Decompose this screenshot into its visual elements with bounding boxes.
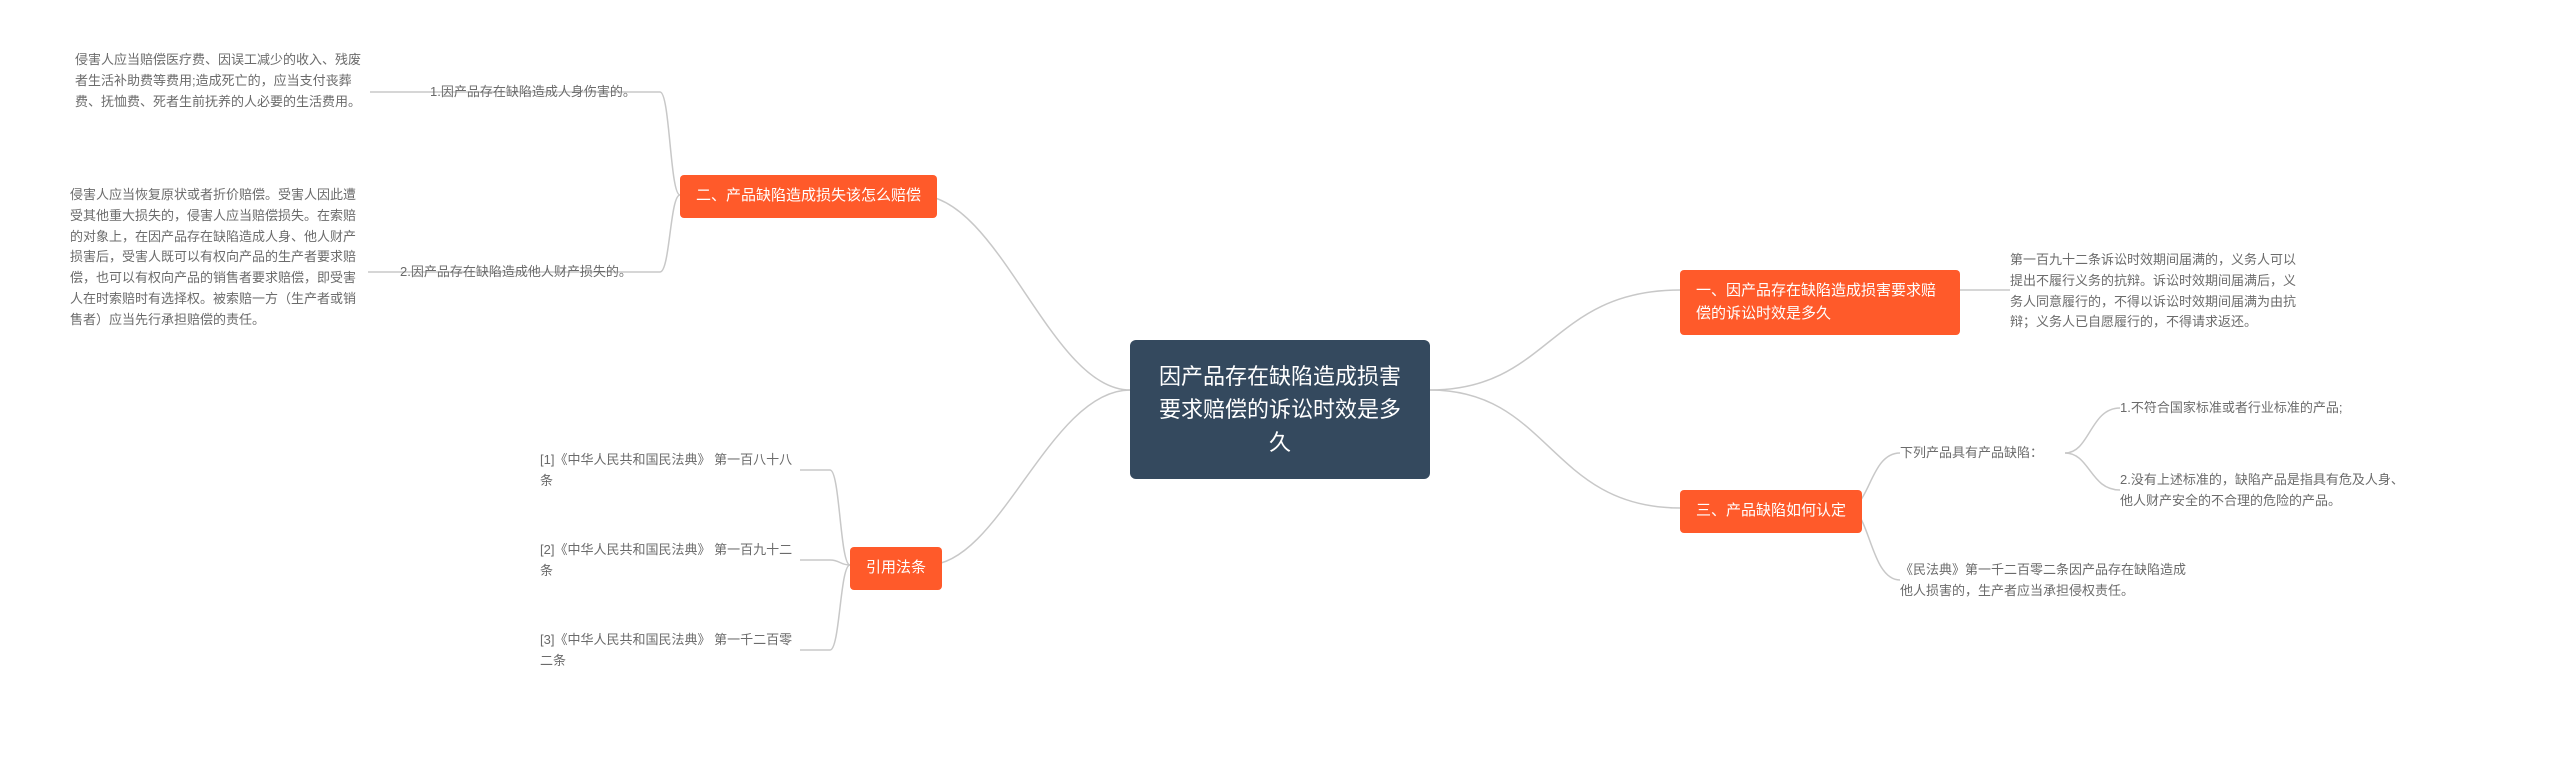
center-label: 因产品存在缺陷造成损害要求赔偿的诉讼时效是多久 <box>1159 364 1401 455</box>
branch-2-child-1-detail: 侵害人应当赔偿医疗费、因误工减少的收入、残废者生活补助费等费用;造成死亡的，应当… <box>75 50 370 112</box>
cite-item-1: [1]《中华人民共和国民法典》 第一百八十八条 <box>540 450 800 492</box>
branch-3-child-1-sub-1: 1.不符合国家标准或者行业标准的产品; <box>2120 398 2380 419</box>
branch-1: 一、因产品存在缺陷造成损害要求赔偿的诉讼时效是多久 <box>1680 270 1960 335</box>
branch-1-detail: 第一百九十二条诉讼时效期间届满的，义务人可以提出不履行义务的抗辩。诉讼时效期间届… <box>2010 250 2305 333</box>
branch-cite: 引用法条 <box>850 547 942 590</box>
branch-2-label: 二、产品缺陷造成损失该怎么赔偿 <box>696 187 921 204</box>
branch-3-child-2: 《民法典》第一千二百零二条因产品存在缺陷造成他人损害的，生产者应当承担侵权责任。 <box>1900 560 2195 602</box>
branch-cite-label: 引用法条 <box>866 559 926 576</box>
branch-2: 二、产品缺陷造成损失该怎么赔偿 <box>680 175 937 218</box>
branch-3-child-1-sub-2: 2.没有上述标准的，缺陷产品是指具有危及人身、他人财产安全的不合理的危险的产品。 <box>2120 470 2410 512</box>
center-topic: 因产品存在缺陷造成损害要求赔偿的诉讼时效是多久 <box>1130 340 1430 479</box>
branch-3-label: 三、产品缺陷如何认定 <box>1696 502 1846 519</box>
branch-2-child-2-detail: 侵害人应当恢复原状或者折价赔偿。受害人因此遭受其他重大损失的，侵害人应当赔偿损失… <box>70 185 368 331</box>
branch-3: 三、产品缺陷如何认定 <box>1680 490 1862 533</box>
branch-3-child-1: 下列产品具有产品缺陷： <box>1900 443 2065 464</box>
cite-item-2: [2]《中华人民共和国民法典》 第一百九十二条 <box>540 540 800 582</box>
cite-item-3: [3]《中华人民共和国民法典》 第一千二百零二条 <box>540 630 800 672</box>
branch-2-child-2: 2.因产品存在缺陷造成他人财产损失的。 <box>400 262 660 283</box>
branch-2-child-1: 1.因产品存在缺陷造成人身伤害的。 <box>430 82 660 103</box>
branch-1-label: 一、因产品存在缺陷造成损害要求赔偿的诉讼时效是多久 <box>1696 282 1936 322</box>
